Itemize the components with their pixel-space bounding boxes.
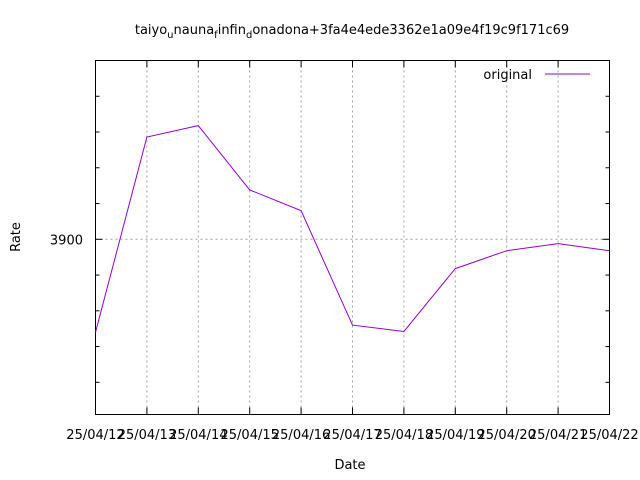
series-line bbox=[95, 125, 610, 333]
series-layer bbox=[95, 125, 610, 333]
legend-label: original bbox=[483, 68, 532, 83]
x-tick-label: 25/04/16 bbox=[272, 428, 330, 443]
title-part: onadona+3fa4e4ede3362e1a09e4f19c9f171c69 bbox=[252, 23, 569, 38]
x-tick-label: 25/04/15 bbox=[221, 428, 279, 443]
y-axis-label: Rate bbox=[9, 222, 24, 252]
x-tick-label: 25/04/19 bbox=[426, 428, 484, 443]
title-part: infin bbox=[218, 23, 246, 38]
grid-lines bbox=[95, 60, 610, 415]
x-tick-label: 25/04/13 bbox=[118, 428, 176, 443]
axis-ticks bbox=[95, 60, 610, 415]
title-part: f bbox=[214, 30, 218, 41]
title-part: u bbox=[167, 30, 173, 41]
legend: original bbox=[483, 68, 590, 83]
title-part: d bbox=[246, 30, 252, 41]
x-tick-labels: 25/04/1225/04/1325/04/1425/04/1525/04/16… bbox=[66, 428, 638, 443]
x-tick-label: 25/04/14 bbox=[169, 428, 227, 443]
x-tick-label: 25/04/22 bbox=[580, 428, 638, 443]
chart-title: taiyounaunafinfindonadona+3fa4e4ede3362e… bbox=[135, 23, 569, 41]
x-tick-label: 25/04/21 bbox=[529, 428, 587, 443]
x-axis-label: Date bbox=[334, 458, 365, 473]
x-tick-label: 25/04/20 bbox=[478, 428, 536, 443]
x-tick-label: 25/04/17 bbox=[323, 428, 381, 443]
title-part: nauna bbox=[174, 23, 215, 38]
x-tick-label: 25/04/12 bbox=[66, 428, 124, 443]
title-part: taiyo bbox=[135, 23, 167, 38]
y-tick-label: 3900 bbox=[50, 233, 83, 248]
x-tick-label: 25/04/18 bbox=[375, 428, 433, 443]
y-tick-labels: 3900 bbox=[50, 233, 83, 248]
